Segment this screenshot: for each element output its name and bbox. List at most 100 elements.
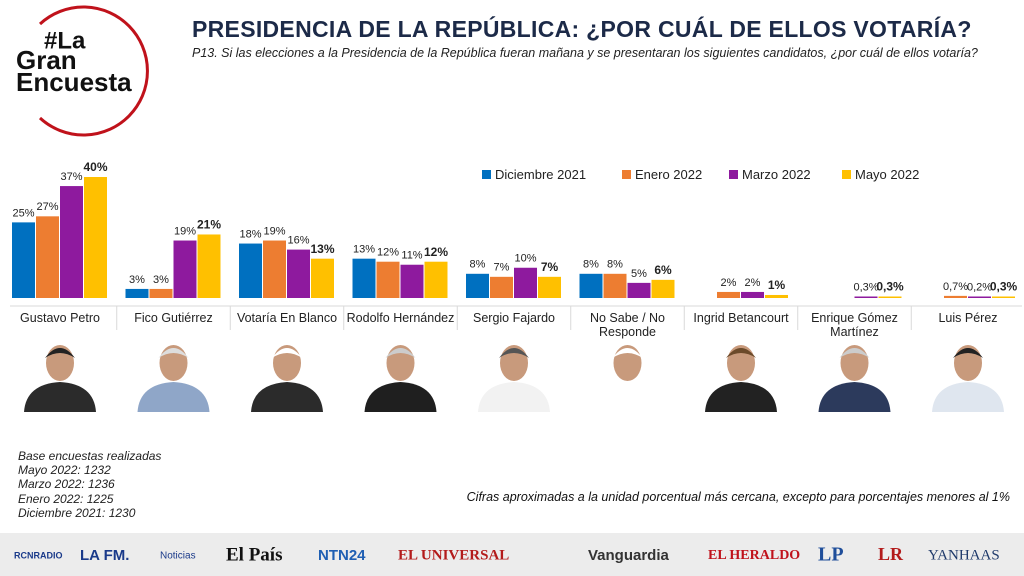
- category-label: Ingrid Betancourt: [693, 311, 789, 325]
- footer-logo: LA FM.: [80, 547, 129, 564]
- legend-swatch: [729, 170, 738, 179]
- chart-title: PRESIDENCIA DE LA REPÚBLICA: ¿POR CUÁL D…: [192, 16, 972, 42]
- bar: [741, 291, 764, 298]
- logo-text: Gran: [16, 45, 77, 75]
- footer-logo: YANHAAS: [928, 547, 1000, 563]
- candidate-photo: [158, 348, 189, 358]
- value-label: 8%: [583, 259, 599, 271]
- bar: [514, 267, 537, 298]
- bar: [627, 282, 651, 298]
- category-label: Luis Pérez: [938, 311, 998, 325]
- value-label: 21%: [197, 218, 221, 232]
- legend-label: Diciembre 2021: [495, 167, 586, 182]
- bar: [311, 258, 334, 298]
- note: Mayo 2022: 1232: [18, 463, 111, 478]
- candidate-photo: [705, 382, 777, 412]
- candidate-photo: [251, 382, 323, 412]
- legend-swatch: [842, 170, 851, 179]
- value-label: 2%: [745, 277, 761, 289]
- candidate-photo: [478, 382, 550, 412]
- candidate-photo: [137, 382, 210, 412]
- legend-swatch: [622, 170, 631, 179]
- category-label: Rodolfo Hernández: [346, 311, 455, 325]
- footer-logo: RCNRADIO: [14, 550, 63, 560]
- bar: [239, 243, 262, 298]
- bar: [12, 222, 35, 298]
- value-label: 0,3%: [876, 280, 904, 294]
- bar: [60, 186, 83, 298]
- bar: [466, 273, 489, 298]
- candidate-photo: [499, 348, 529, 358]
- candidate-photo: [45, 348, 75, 358]
- value-label: 6%: [654, 263, 672, 277]
- candidate-photo: [726, 348, 756, 358]
- value-label: 0,3%: [853, 281, 878, 293]
- candidate-photo: [272, 348, 302, 358]
- note: Marzo 2022: 1236: [18, 477, 115, 492]
- logo-ring: [38, 5, 149, 137]
- bar: [717, 291, 740, 298]
- logo-text: #La: [44, 27, 86, 54]
- category-label: Enrique Gómez Martínez: [811, 311, 898, 339]
- chart-subtitle: P13. Si las elecciones a la Presidencia …: [192, 46, 978, 60]
- bar: [538, 276, 561, 298]
- category-label: Sergio Fajardo: [473, 311, 555, 325]
- bar: [424, 261, 448, 298]
- footer-logo: Noticias: [160, 551, 196, 562]
- value-label: 8%: [470, 259, 486, 271]
- category-label: Votaría En Blanco: [236, 311, 338, 325]
- value-label: 0,7%: [943, 281, 968, 293]
- value-label: 2%: [721, 277, 737, 289]
- value-label: 19%: [174, 225, 196, 237]
- bar: [968, 296, 991, 298]
- value-label: 8%: [607, 259, 623, 271]
- category-label: No Sabe / No Responde: [589, 311, 666, 339]
- bar: [287, 249, 310, 298]
- footer-logo: LR: [878, 544, 904, 564]
- value-label: 0,3%: [990, 280, 1018, 294]
- value-label: 27%: [36, 201, 58, 213]
- legend-swatch: [482, 170, 491, 179]
- footer-logo: El País: [226, 544, 282, 565]
- bar: [765, 294, 788, 298]
- candidate-photo: [818, 382, 891, 412]
- value-label: 1%: [768, 278, 786, 292]
- footer-logo: Vanguardia: [588, 547, 670, 564]
- bar: [352, 258, 376, 298]
- candidate-photo: [932, 382, 1004, 412]
- bar: [992, 296, 1015, 298]
- bar: [490, 276, 513, 298]
- bar: [376, 261, 400, 298]
- note: Diciembre 2021: 1230: [18, 505, 136, 520]
- value-label: 13%: [310, 242, 334, 256]
- legend-label: Enero 2022: [635, 167, 702, 182]
- footer-logo: NTN24: [318, 547, 366, 564]
- value-label: 37%: [60, 171, 82, 183]
- category-label: Gustavo Petro: [20, 311, 100, 325]
- bar: [197, 234, 221, 298]
- value-label: 18%: [239, 228, 261, 240]
- bar: [173, 240, 197, 298]
- candidate-photo: [364, 382, 437, 412]
- footer-logo: EL UNIVERSAL: [398, 547, 509, 563]
- bar: [579, 273, 603, 298]
- bar: [149, 288, 173, 298]
- value-label: 25%: [12, 207, 34, 219]
- value-label: 3%: [129, 274, 145, 286]
- value-label: 5%: [631, 268, 647, 280]
- bar: [651, 279, 675, 298]
- candidate-photo: [839, 348, 870, 358]
- value-label: 7%: [494, 262, 510, 274]
- bar: [603, 273, 627, 298]
- value-label: 3%: [153, 274, 169, 286]
- bar: [84, 177, 107, 298]
- base-notes: Base encuestas realizadas Mayo 2022: 123…: [18, 449, 161, 520]
- footer-logo: EL HERALDO: [708, 548, 800, 563]
- bar: [944, 295, 967, 298]
- candidate-photo: [385, 348, 416, 358]
- value-label: 19%: [263, 225, 285, 237]
- candidate-photo: [953, 348, 983, 358]
- footer-band: [0, 533, 1024, 576]
